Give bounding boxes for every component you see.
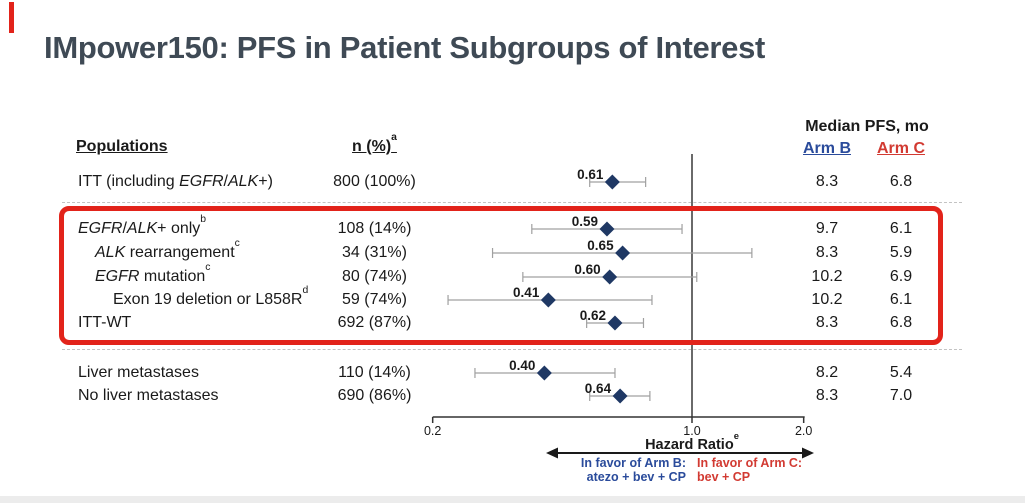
n-percent-value: 692 (87%) (337, 314, 412, 331)
arm-c-median-value: 6.8 (889, 314, 913, 331)
hr-value-label: 0.62 (580, 308, 606, 323)
population-label: Exon 19 deletion or L858Rd (113, 285, 309, 308)
n-percent-value: 59 (74%) (342, 291, 407, 308)
n-header-text: n (%) (352, 138, 392, 155)
arm-c-median-value: 6.1 (889, 291, 913, 308)
hr-value-label: 0.40 (509, 358, 535, 373)
hr-diamond (540, 292, 556, 308)
hr-diamond (602, 269, 618, 285)
column-header-median-pfs: Median PFS, mo (805, 118, 929, 135)
n-percent-value: 110 (14%) (338, 364, 411, 381)
x-axis-tick-label: 0.2 (424, 424, 441, 438)
n-percent-value: 690 (86%) (337, 387, 412, 404)
arm-b-median-value: 9.7 (815, 220, 839, 237)
arm-b-median-value: 8.2 (815, 364, 839, 381)
arm-b-median-value: 8.3 (815, 244, 839, 261)
arm-c-median-value: 6.9 (889, 268, 913, 285)
x-axis-label: Hazard Ratioe (602, 431, 782, 453)
column-header-populations: Populations (76, 138, 168, 155)
legend-favor-arm-c-line2: bev + CP (697, 470, 751, 484)
arm-b-median-value: 8.3 (815, 387, 839, 404)
hr-value-label: 0.41 (513, 285, 540, 300)
arm-c-median-value: 6.1 (889, 220, 913, 237)
column-header-n-percent: n (%)a (322, 132, 427, 156)
n-percent-value: 80 (74%) (342, 268, 407, 285)
arm-b-median-value: 8.3 (815, 314, 839, 331)
n-header-superscript: a (391, 132, 397, 143)
population-label: ALK rearrangementc (95, 238, 240, 261)
legend-favor-arm-c: In favor of Arm C: bev + CP (697, 456, 837, 484)
population-label: ITT-WT (78, 314, 132, 331)
x-axis-label-superscript: e (733, 429, 739, 441)
arm-c-median-value: 5.9 (889, 244, 913, 261)
hr-value-label: 0.64 (585, 381, 612, 396)
hr-value-label: 0.60 (574, 262, 600, 277)
population-label: Liver metastases (78, 364, 199, 381)
population-label: EGFR mutationc (95, 262, 211, 285)
column-header-arm-c: Arm C (876, 140, 925, 157)
highlight-box (59, 206, 943, 345)
row-separator-dashed-top (62, 202, 962, 203)
row-separator-dashed-bottom (62, 349, 962, 350)
hr-value-label: 0.65 (587, 238, 614, 253)
legend-favor-arm-b-line2: atezo + bev + CP (586, 470, 686, 484)
arm-b-median-value: 8.3 (815, 173, 839, 190)
hr-diamond (599, 221, 615, 237)
legend-favor-arm-b-line1: In favor of Arm B: (580, 456, 686, 470)
legend-favor-arm-b: In favor of Arm B: atezo + bev + CP (520, 456, 686, 484)
n-percent-value: 108 (14%) (337, 220, 412, 237)
page-title: IMpower150: PFS in Patient Subgroups of … (44, 30, 766, 65)
hr-value-label: 0.59 (572, 214, 598, 229)
population-label: ITT (including EGFR/ALK+) (78, 173, 273, 190)
arm-c-median-value: 5.4 (889, 364, 913, 381)
population-label: EGFR/ALK+ onlyb (78, 214, 207, 237)
hr-diamond (607, 315, 623, 331)
population-label: No liver metastases (78, 387, 219, 404)
arm-c-median-value: 6.8 (889, 173, 913, 190)
favor-arrow-head-right (802, 447, 814, 459)
hr-diamond (612, 388, 628, 404)
hr-value-label: 0.61 (577, 167, 604, 182)
x-axis-label-text: Hazard Ratio (645, 437, 734, 453)
favor-arrow-head-left (546, 447, 558, 459)
x-axis-tick-label: 1.0 (683, 424, 700, 438)
n-percent-value: 34 (31%) (342, 244, 407, 261)
hr-diamond (604, 174, 620, 190)
legend-favor-arm-c-line1: In favor of Arm C: (697, 456, 803, 470)
column-header-arm-b: Arm B (802, 140, 851, 157)
arm-b-median-value: 10.2 (811, 291, 843, 308)
hr-diamond (615, 245, 631, 261)
screenshot-bottom-edge (0, 496, 1025, 503)
x-axis-tick-label: 2.0 (795, 424, 812, 438)
arm-c-median-value: 7.0 (889, 387, 913, 404)
hr-diamond (536, 365, 552, 381)
arm-b-median-value: 10.2 (811, 268, 843, 285)
slide-accent-bar (9, 2, 14, 33)
n-percent-value: 800 (100%) (333, 173, 416, 190)
